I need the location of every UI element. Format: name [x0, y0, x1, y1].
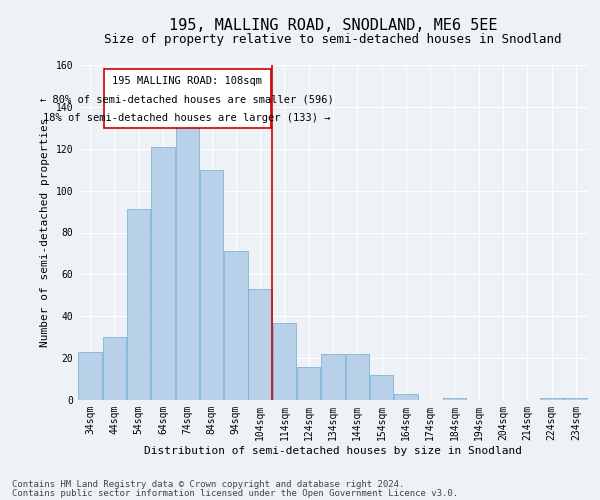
- Bar: [297, 366, 320, 400]
- Text: 18% of semi-detached houses are larger (133) →: 18% of semi-detached houses are larger (…: [43, 113, 331, 123]
- Bar: [151, 146, 175, 400]
- Bar: [200, 170, 223, 400]
- Bar: [370, 375, 394, 400]
- Bar: [103, 337, 126, 400]
- Bar: [321, 354, 345, 400]
- Bar: [394, 394, 418, 400]
- Bar: [248, 289, 272, 400]
- Text: ← 80% of semi-detached houses are smaller (596): ← 80% of semi-detached houses are smalle…: [40, 94, 334, 104]
- Text: Contains HM Land Registry data © Crown copyright and database right 2024.: Contains HM Land Registry data © Crown c…: [12, 480, 404, 489]
- Text: 195 MALLING ROAD: 108sqm: 195 MALLING ROAD: 108sqm: [112, 76, 262, 86]
- Bar: [104, 69, 271, 128]
- Bar: [346, 354, 369, 400]
- Bar: [79, 352, 102, 400]
- Bar: [540, 398, 563, 400]
- Bar: [443, 398, 466, 400]
- Bar: [564, 398, 587, 400]
- Bar: [176, 122, 199, 400]
- Bar: [127, 210, 151, 400]
- Text: Size of property relative to semi-detached houses in Snodland: Size of property relative to semi-detach…: [104, 32, 562, 46]
- X-axis label: Distribution of semi-detached houses by size in Snodland: Distribution of semi-detached houses by …: [144, 446, 522, 456]
- Y-axis label: Number of semi-detached properties: Number of semi-detached properties: [40, 118, 50, 347]
- Bar: [224, 252, 248, 400]
- Text: 195, MALLING ROAD, SNODLAND, ME6 5EE: 195, MALLING ROAD, SNODLAND, ME6 5EE: [169, 18, 497, 32]
- Text: Contains public sector information licensed under the Open Government Licence v3: Contains public sector information licen…: [12, 488, 458, 498]
- Bar: [272, 322, 296, 400]
